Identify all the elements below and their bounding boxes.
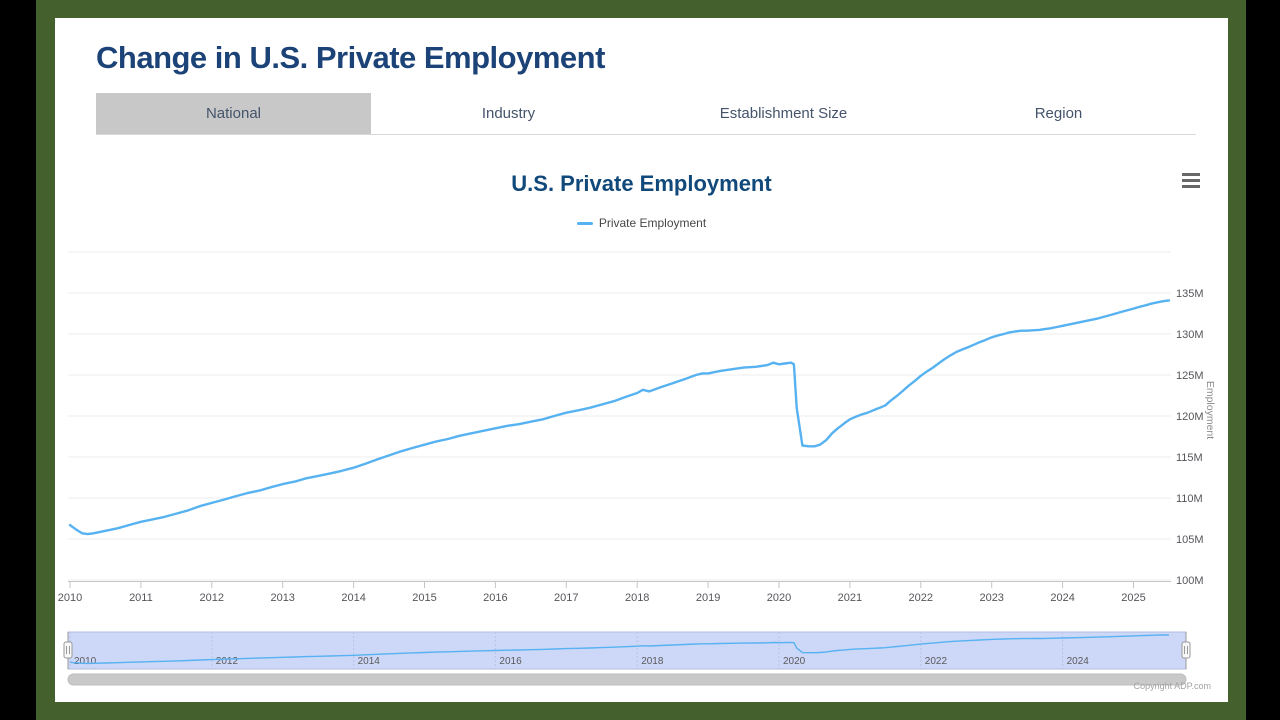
svg-text:110M: 110M: [1176, 493, 1203, 505]
gridlines: [68, 251, 1171, 581]
svg-text:2016: 2016: [483, 592, 507, 604]
svg-text:2019: 2019: [696, 592, 720, 604]
svg-text:2012: 2012: [200, 592, 224, 604]
svg-text:2015: 2015: [412, 592, 436, 604]
svg-text:2022: 2022: [925, 656, 948, 667]
tab-industry[interactable]: Industry: [481, 105, 536, 122]
legend-label: Private Employment: [598, 216, 707, 230]
x-axis: 2010 2011 2012 2013 2014 2015 2016 2017 2018 2019…: [58, 581, 1171, 604]
series-line-private-employment[interactable]: [68, 299, 1171, 536]
svg-text:2024: 2024: [1050, 592, 1074, 604]
navigator-handle-right[interactable]: [1181, 632, 1191, 669]
copyright-text: Copyright ADP.com: [1133, 681, 1211, 691]
svg-text:2016: 2016: [499, 656, 522, 667]
svg-text:2013: 2013: [270, 592, 294, 604]
svg-text:125M: 125M: [1176, 370, 1204, 382]
svg-text:105M: 105M: [1176, 534, 1204, 546]
page-title: Change in U.S. Private Employment: [96, 40, 605, 75]
svg-text:2025: 2025: [1121, 592, 1145, 604]
navigator-series-line: [69, 634, 1170, 665]
chart-scrollbar[interactable]: [67, 673, 1187, 686]
navigator-handle-left[interactable]: [63, 632, 73, 669]
y-axis-labels: 100M 105M 110M 115M 120M 125M 130M 135M: [1176, 288, 1204, 587]
hamburger-menu-icon[interactable]: [1182, 173, 1202, 189]
tab-bar: National Industry Establishment Size Reg…: [96, 93, 1196, 135]
tab-region[interactable]: Region: [1034, 105, 1083, 122]
svg-text:2024: 2024: [1067, 656, 1090, 667]
legend-item[interactable]: Private Employment: [55, 216, 1228, 230]
svg-text:2014: 2014: [358, 656, 381, 667]
svg-text:2018: 2018: [625, 592, 649, 604]
svg-text:2010: 2010: [74, 656, 97, 667]
svg-text:2022: 2022: [909, 592, 933, 604]
svg-text:2014: 2014: [341, 592, 365, 604]
svg-text:130M: 130M: [1176, 329, 1204, 341]
svg-text:2021: 2021: [838, 592, 862, 604]
tab-national[interactable]: National: [96, 93, 371, 134]
green-frame: 100M 105M 110M 115M 120M 125M 130M 135M Employme…: [36, 0, 1246, 720]
svg-text:2020: 2020: [767, 592, 791, 604]
svg-text:135M: 135M: [1176, 288, 1204, 300]
report-card: 100M 105M 110M 115M 120M 125M 130M 135M Employme…: [55, 18, 1228, 702]
svg-text:2020: 2020: [783, 656, 806, 667]
svg-text:2017: 2017: [554, 592, 578, 604]
svg-text:2010: 2010: [58, 592, 82, 604]
navigator[interactable]: 2010 2012 2014 2016 2018 2020 2022 2024: [63, 631, 1191, 670]
svg-text:2011: 2011: [129, 592, 153, 604]
svg-text:100M: 100M: [1176, 575, 1204, 587]
employment-chart[interactable]: 100M 105M 110M 115M 120M 125M 130M 135M Employme…: [55, 18, 1228, 702]
tab-establishment-size[interactable]: Establishment Size: [719, 105, 848, 122]
svg-text:2018: 2018: [641, 656, 664, 667]
svg-text:2023: 2023: [979, 592, 1003, 604]
svg-text:120M: 120M: [1176, 411, 1204, 423]
legend-line-marker: [576, 221, 593, 225]
svg-text:115M: 115M: [1176, 452, 1203, 464]
y-axis-title: Employment: [1204, 381, 1216, 439]
chart-title: U.S. Private Employment: [511, 171, 772, 196]
svg-text:2012: 2012: [216, 656, 239, 667]
